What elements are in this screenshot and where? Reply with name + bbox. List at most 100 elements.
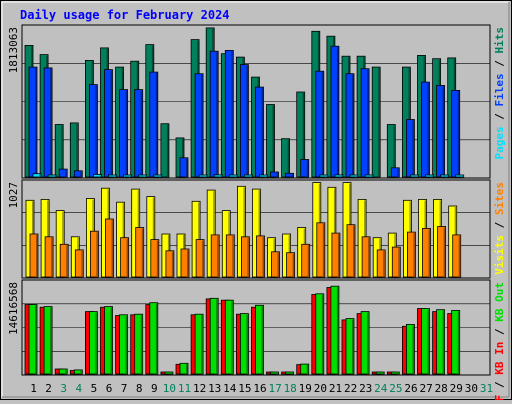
bar-shade-files-day-29 [457,91,460,177]
x-tick-label-day-2: 2 [45,382,52,395]
bar-shade-hits-day-19 [302,93,305,177]
bar-files-day-18 [285,172,295,178]
bar-shade-kb-out-day-12 [201,315,203,374]
bar-kb-out-day-10 [164,371,174,375]
x-tick-label-day-26: 26 [404,382,417,395]
bar-sites-day-28 [437,226,447,278]
bar-kb-out-day-4 [73,369,83,375]
bar-shade-sites-day-7 [126,238,129,277]
bar-shade-kb-out-day-19 [306,365,309,374]
bar-shade-hits-day-25 [393,125,395,177]
bar-kb-out-day-1 [28,304,38,375]
bar-shade-kb-out-day-11 [186,364,188,374]
bar-kb-out-day-2 [43,306,53,375]
bar-shade-pages-day-5 [99,175,101,177]
bar-shade-kb-out-day-28 [442,310,445,374]
bar-shade-pages-day-15 [250,176,252,177]
bar-kb-out-day-28 [436,309,446,375]
bar-pages-day-26 [409,174,419,178]
bar-shade-files-day-25 [397,168,399,177]
bar-pages-day-13 [213,174,223,178]
bar-sites-day-11 [180,248,190,278]
bar-shade-files-day-17 [276,173,278,177]
x-tick-label-day-23: 23 [359,382,372,395]
bar-shade-kb-out-day-1 [35,305,37,374]
bar-pages-day-28 [440,174,450,178]
bar-pages-day-15 [243,174,253,178]
bar-kb-out-day-21 [330,285,340,375]
bar-shade-visits-day-9 [152,197,155,277]
bar-kb-out-day-23 [360,311,370,375]
bar-kb-out-day-13 [209,297,219,375]
bar-kb-out-day-8 [134,313,144,375]
bar-shade-kb-out-day-6 [110,307,112,374]
bar-shade-sites-day-17 [277,252,279,277]
panel-middle-scale-label: 1027 [7,182,20,209]
x-tick-label-day-13: 13 [208,382,221,395]
x-tick-label-day-12: 12 [193,382,206,395]
bar-shade-kb-out-day-29 [457,311,460,374]
bar-shade-sites-day-22 [353,225,355,277]
legend-separator: / [493,215,506,235]
bar-shade-files-day-16 [261,88,263,177]
bar-kb-out-day-16 [255,304,264,375]
bar-sites-day-3 [59,243,69,278]
bar-sites-day-16 [256,235,265,278]
x-tick-label-day-31: 31 [480,382,493,395]
x-tick-label-day-5: 5 [91,382,98,395]
bar-sites-day-26 [406,231,416,278]
legend-separator: / [493,375,506,395]
bar-pages-day-20 [319,174,329,178]
bar-sites-day-25 [391,246,401,278]
bar-shade-pages-day-16 [265,176,267,177]
bar-shade-sites-day-9 [156,240,159,277]
bar-shade-pages-day-8 [144,176,147,177]
bar-kb-out-day-19 [300,363,310,375]
x-tick-label-day-14: 14 [223,382,237,395]
bar-shade-sites-day-11 [187,250,189,277]
bar-pages-day-16 [259,174,268,178]
bar-shade-kb-out-day-7 [125,315,128,374]
bar-shade-sites-day-27 [428,229,430,277]
bar-pages-day-7 [123,174,132,178]
bar-shade-kb-out-day-8 [140,315,143,374]
bar-sites-day-12 [195,239,205,278]
x-tick-label-day-21: 21 [329,382,342,395]
x-tick-label-day-20: 20 [314,382,327,395]
bar-shade-pages-day-1 [39,174,41,177]
bar-files-day-19 [300,159,310,178]
x-tick-label-day-7: 7 [121,382,128,395]
panel-bottom-scale-label: 14616568 [7,282,20,335]
bar-shade-sites-day-20 [322,223,325,277]
bar-shade-sites-day-1 [36,235,38,277]
bar-pages-day-6 [108,174,117,178]
bar-shade-sites-day-4 [81,250,83,277]
bar-shade-pages-day-20 [325,176,328,177]
bar-files-day-4 [73,170,83,178]
x-tick-label-day-19: 19 [299,382,312,395]
bar-sites-day-9 [150,239,160,278]
bar-kb-out-day-24 [375,371,385,375]
bar-pages-day-23 [364,174,374,178]
bar-shade-sites-day-25 [398,248,400,277]
bar-shade-files-day-22 [352,74,354,177]
bar-shade-sites-day-19 [307,245,310,277]
x-tick-label-day-28: 28 [435,382,448,395]
bar-sites-day-1 [29,233,39,278]
bar-shade-kb-out-day-17 [276,373,278,374]
bar-kb-out-day-20 [315,293,325,375]
bar-shade-sites-day-28 [443,227,446,277]
bar-kb-out-day-12 [194,313,204,375]
bar-pages-day-5 [93,174,102,178]
bar-sites-day-2 [44,236,54,278]
bar-kb-out-day-11 [179,362,189,375]
bar-sites-day-14 [225,234,235,278]
bar-shade-files-day-27 [427,83,429,177]
bar-shade-sites-day-24 [383,250,385,277]
bar-shade-visits-day-15 [243,187,245,277]
bar-shade-kb-out-day-2 [50,307,52,374]
x-tick-label-day-11: 11 [178,382,191,395]
bar-hits-day-10 [160,123,170,178]
bar-sites-day-4 [74,249,84,278]
